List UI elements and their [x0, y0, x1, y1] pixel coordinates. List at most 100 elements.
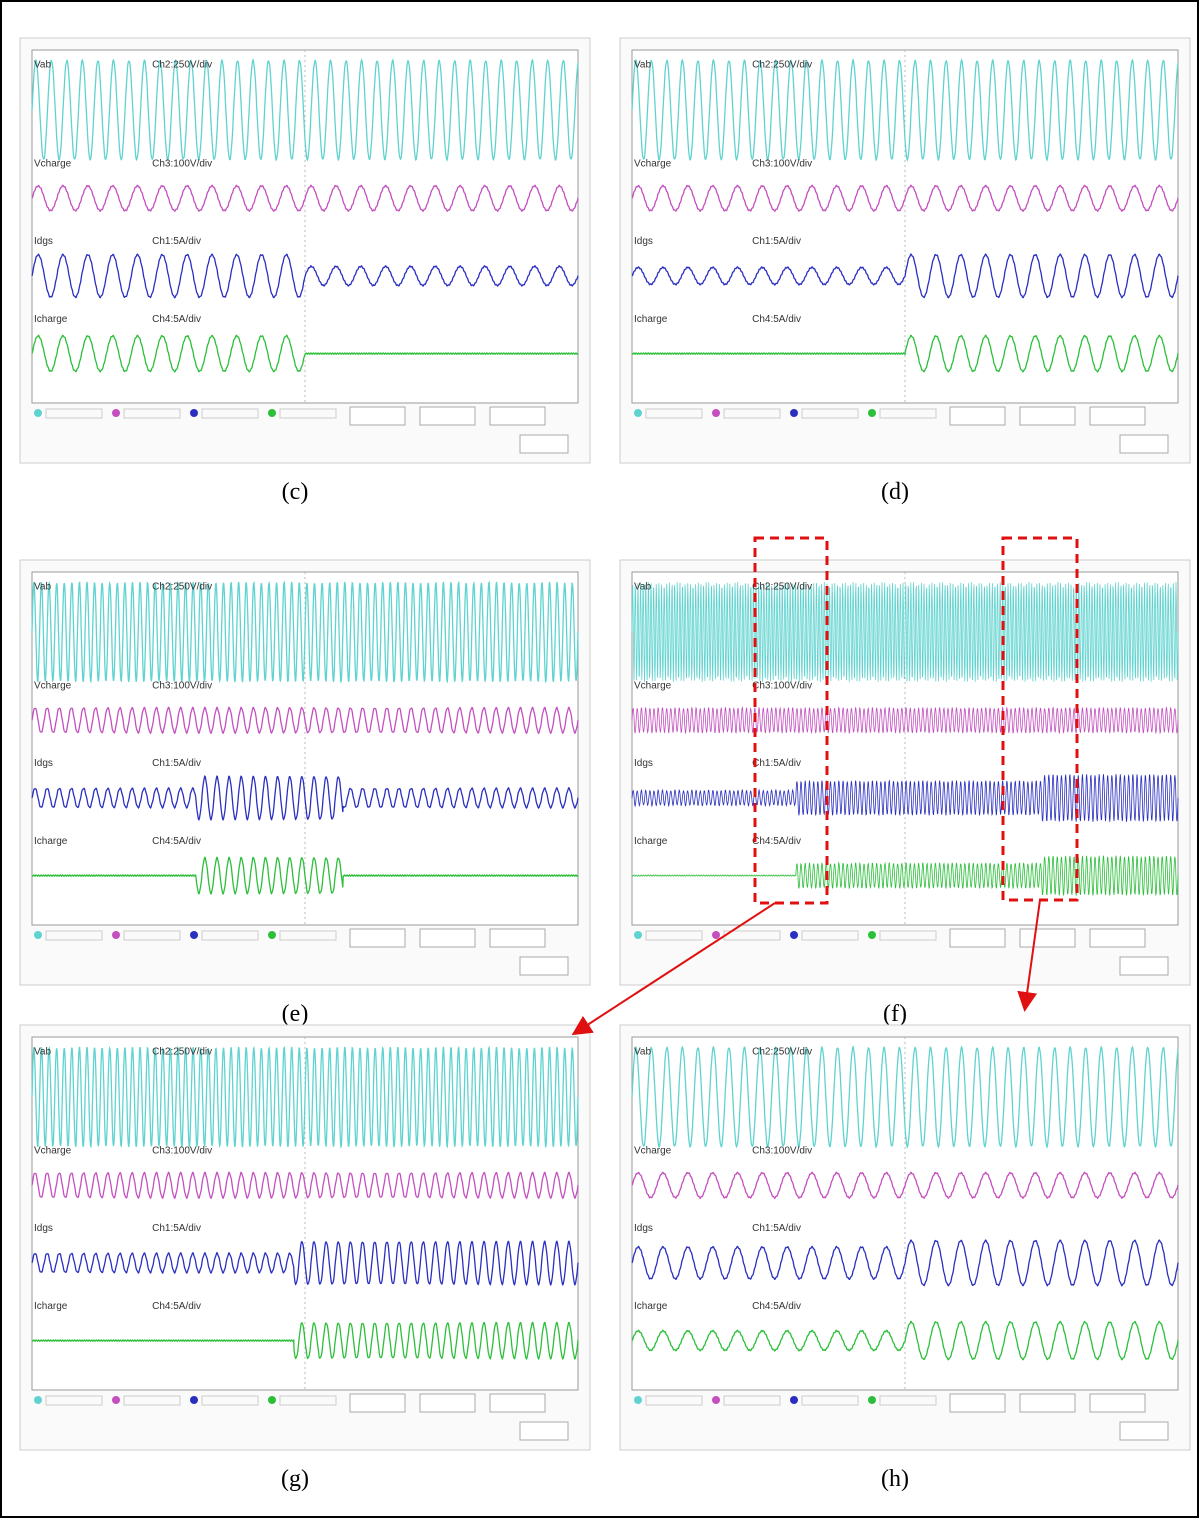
channel-name: Idgs	[34, 758, 53, 769]
channel-name: Vcharge	[34, 680, 72, 691]
channel-name: Idgs	[634, 758, 653, 769]
waveform	[31, 334, 579, 373]
panel-caption: (d)	[881, 479, 909, 505]
waveform	[31, 253, 579, 299]
channel-indicator	[790, 931, 798, 939]
status-field	[419, 1393, 476, 1413]
status-field	[879, 930, 937, 941]
waveform	[31, 856, 579, 895]
channel-scale: Ch4:5A/div	[752, 314, 801, 325]
channel-scale: Ch1:5A/div	[152, 1223, 201, 1234]
channel-indicator	[112, 1396, 120, 1404]
status-field	[949, 1393, 1006, 1413]
channel-indicator	[112, 931, 120, 939]
status-field	[645, 930, 703, 941]
channel-name: Icharge	[34, 836, 68, 847]
status-field	[645, 1395, 703, 1406]
panel-caption: (e)	[282, 1001, 309, 1027]
panel-caption: (g)	[281, 1466, 309, 1492]
status-field	[1019, 1393, 1076, 1413]
channel-name: Icharge	[634, 836, 668, 847]
channel-indicator	[790, 409, 798, 417]
status-date	[1119, 434, 1169, 454]
channel-indicator	[868, 1396, 876, 1404]
channel-indicator	[34, 931, 42, 939]
channel-scale: Ch3:100V/div	[152, 680, 212, 691]
channel-indicator	[190, 931, 198, 939]
channel-name: Vcharge	[634, 158, 672, 169]
channel-indicator	[712, 931, 720, 939]
channel-scale: Ch2:250V/div	[752, 1047, 812, 1058]
channel-name: Icharge	[634, 1301, 668, 1312]
channel-name: Vcharge	[634, 1145, 672, 1156]
channel-name: Vcharge	[34, 158, 72, 169]
status-field	[279, 930, 337, 941]
channel-indicator	[712, 1396, 720, 1404]
status-date	[1119, 956, 1169, 976]
channel-indicator	[634, 409, 642, 417]
waveform	[631, 58, 1179, 162]
waveform	[31, 775, 579, 822]
waveform	[631, 184, 1179, 213]
channel-name: Idgs	[34, 236, 53, 247]
channel-name: Icharge	[34, 314, 68, 325]
channel-name: Vab	[634, 582, 651, 593]
status-date	[519, 1421, 569, 1441]
waveform	[631, 253, 1179, 299]
status-field	[123, 1395, 181, 1406]
status-date	[519, 434, 569, 454]
channel-name: Idgs	[634, 1223, 653, 1234]
channel-scale: Ch1:5A/div	[152, 236, 201, 247]
status-field	[879, 408, 937, 419]
status-field	[419, 406, 476, 426]
channel-scale: Ch4:5A/div	[152, 314, 201, 325]
channel-indicator	[190, 1396, 198, 1404]
panel-caption: (h)	[881, 1466, 909, 1492]
channel-name: Idgs	[634, 236, 653, 247]
status-field	[801, 930, 859, 941]
channel-indicator	[268, 409, 276, 417]
status-date	[1119, 1421, 1169, 1441]
channel-name: Icharge	[634, 314, 668, 325]
waveform	[631, 1045, 1179, 1149]
waveform	[631, 1320, 1179, 1361]
status-field	[201, 1395, 259, 1406]
status-field	[45, 408, 103, 419]
status-field	[723, 1395, 781, 1406]
scope-panel: Vab Ch2:250V/div Vcharge Ch3:100V/div Idgs Ch…	[19, 559, 591, 986]
status-field	[489, 1393, 546, 1413]
status-field	[45, 1395, 103, 1406]
channel-indicator	[634, 1396, 642, 1404]
channel-name: Idgs	[34, 1223, 53, 1234]
status-field	[123, 408, 181, 419]
waveform	[631, 581, 1179, 683]
highlight-box	[753, 536, 829, 905]
waveform	[31, 58, 579, 162]
channel-name: Icharge	[34, 1301, 68, 1312]
status-field	[349, 928, 406, 948]
scope-panel: Vab Ch2:250V/div Vcharge Ch3:100V/div Idgs Ch…	[619, 37, 1191, 464]
channel-scale: Ch2:250V/div	[152, 1047, 212, 1058]
panel-caption: (f)	[883, 1001, 907, 1027]
status-field	[201, 930, 259, 941]
channel-scale: Ch4:5A/div	[752, 1301, 801, 1312]
channel-name: Vab	[34, 1047, 51, 1058]
status-field	[949, 928, 1006, 948]
channel-scale: Ch4:5A/div	[152, 1301, 201, 1312]
status-field	[1089, 928, 1146, 948]
waveform	[631, 773, 1179, 823]
status-field	[879, 1395, 937, 1406]
channel-scale: Ch1:5A/div	[752, 1223, 801, 1234]
channel-indicator	[112, 409, 120, 417]
scope-panel: Vab Ch2:250V/div Vcharge Ch3:100V/div Idgs Ch…	[619, 559, 1191, 986]
waveform	[31, 184, 579, 213]
channel-scale: Ch2:250V/div	[152, 582, 212, 593]
status-field	[349, 406, 406, 426]
waveform	[31, 1045, 579, 1149]
channel-indicator	[34, 409, 42, 417]
channel-scale: Ch1:5A/div	[752, 236, 801, 247]
status-field	[201, 408, 259, 419]
channel-scale: Ch1:5A/div	[152, 758, 201, 769]
status-field	[349, 1393, 406, 1413]
